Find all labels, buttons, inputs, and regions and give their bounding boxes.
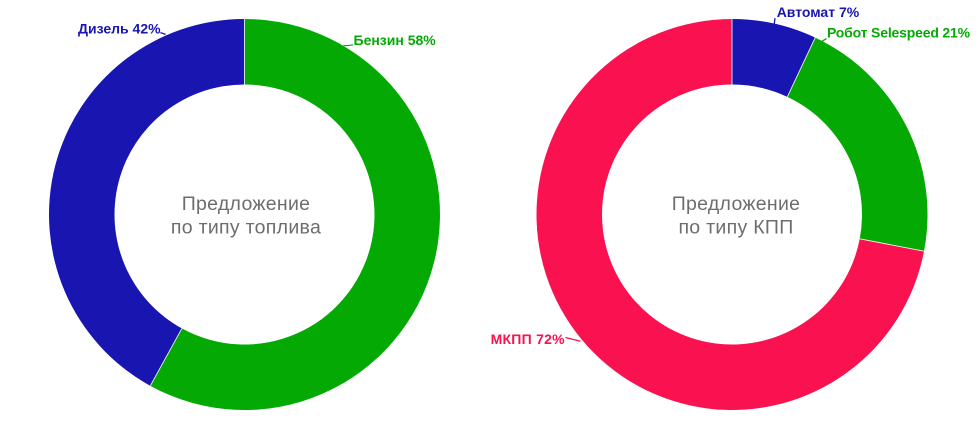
- svg-text:Предложение: Предложение: [182, 193, 311, 215]
- svg-text:по типу КПП: по типу КПП: [678, 217, 793, 239]
- svg-text:Предложение: Предложение: [672, 193, 801, 215]
- svg-text:Бензин 58%: Бензин 58%: [354, 32, 437, 48]
- svg-text:Автомат 7%: Автомат 7%: [777, 4, 860, 20]
- svg-text:Дизель 42%: Дизель 42%: [78, 21, 161, 37]
- svg-text:Робот Selespeed 21%: Робот Selespeed 21%: [827, 25, 971, 41]
- svg-text:по типу топлива: по типу топлива: [171, 217, 321, 239]
- svg-text:МКПП 72%: МКПП 72%: [491, 331, 566, 347]
